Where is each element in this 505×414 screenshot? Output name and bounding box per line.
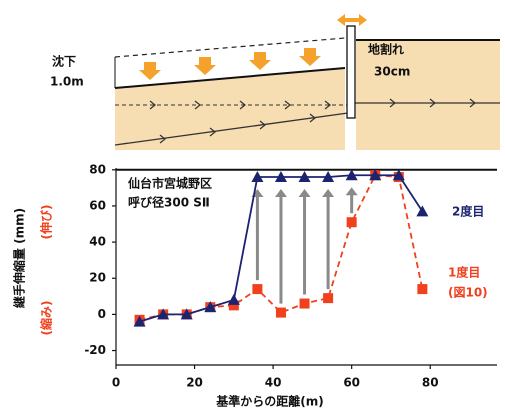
point [416,205,429,217]
pipe-chevrons [149,98,476,144]
x-axis-label: 基準からの距離(m) [215,394,323,409]
point [323,293,334,304]
settlement-arrows [139,14,367,80]
point [180,308,193,320]
y-tick-label: 0 [98,307,106,321]
change-arrowhead [274,189,287,198]
settled-surface [114,67,346,89]
point [299,298,310,309]
settlement-label: 沈下 [52,54,76,69]
series-label: 1度目 [448,265,480,280]
point [417,284,428,295]
x-tick-label: 20 [186,376,203,390]
crack [346,25,356,119]
y-axis-label: 継手伸縮量 (mm) [12,208,27,308]
y-label-positive: (伸び) [39,205,54,240]
point [274,171,287,183]
point [133,315,146,327]
x-tick-label: 80 [422,376,439,390]
point [298,171,311,183]
y-tick-label: 40 [89,235,106,249]
point [251,171,264,183]
point [227,293,240,305]
change-arrowhead [298,189,311,198]
point [369,169,382,181]
point [157,308,170,320]
x-tick-label: 40 [265,376,282,390]
x-tick-label: 60 [343,376,360,390]
y-tick-label: -20 [84,343,106,357]
pipe-after [114,112,349,146]
y-tick-label: 60 [89,198,106,212]
crack-label: 地割れ [368,42,404,57]
point [322,171,335,183]
crack-width: 30cm [374,65,410,79]
original-surface [114,37,346,58]
y-tick-label: 20 [89,271,106,285]
ground-diagram: 沈下 1.0m 地割れ 30cm [50,14,500,150]
point [345,169,358,181]
change-arrowhead [345,187,358,196]
change-arrowhead [322,189,335,198]
y-tick-label: 80 [89,162,106,176]
point [392,169,405,181]
point [252,284,263,295]
series-label: 2度目 [452,204,484,219]
ground-right [356,40,500,150]
point [275,307,286,318]
figure-note: (図10) [448,286,488,300]
annotation: 呼び径300 SⅡ [128,195,210,210]
y-label-negative: (縮み) [39,301,54,336]
point [204,301,217,313]
ground-left [115,68,345,150]
point [228,300,239,311]
annotation: 仙台市宮城野区 [128,176,212,191]
point [346,217,357,228]
x-tick-label: 0 [112,376,120,390]
settlement-amount: 1.0m [50,75,84,89]
